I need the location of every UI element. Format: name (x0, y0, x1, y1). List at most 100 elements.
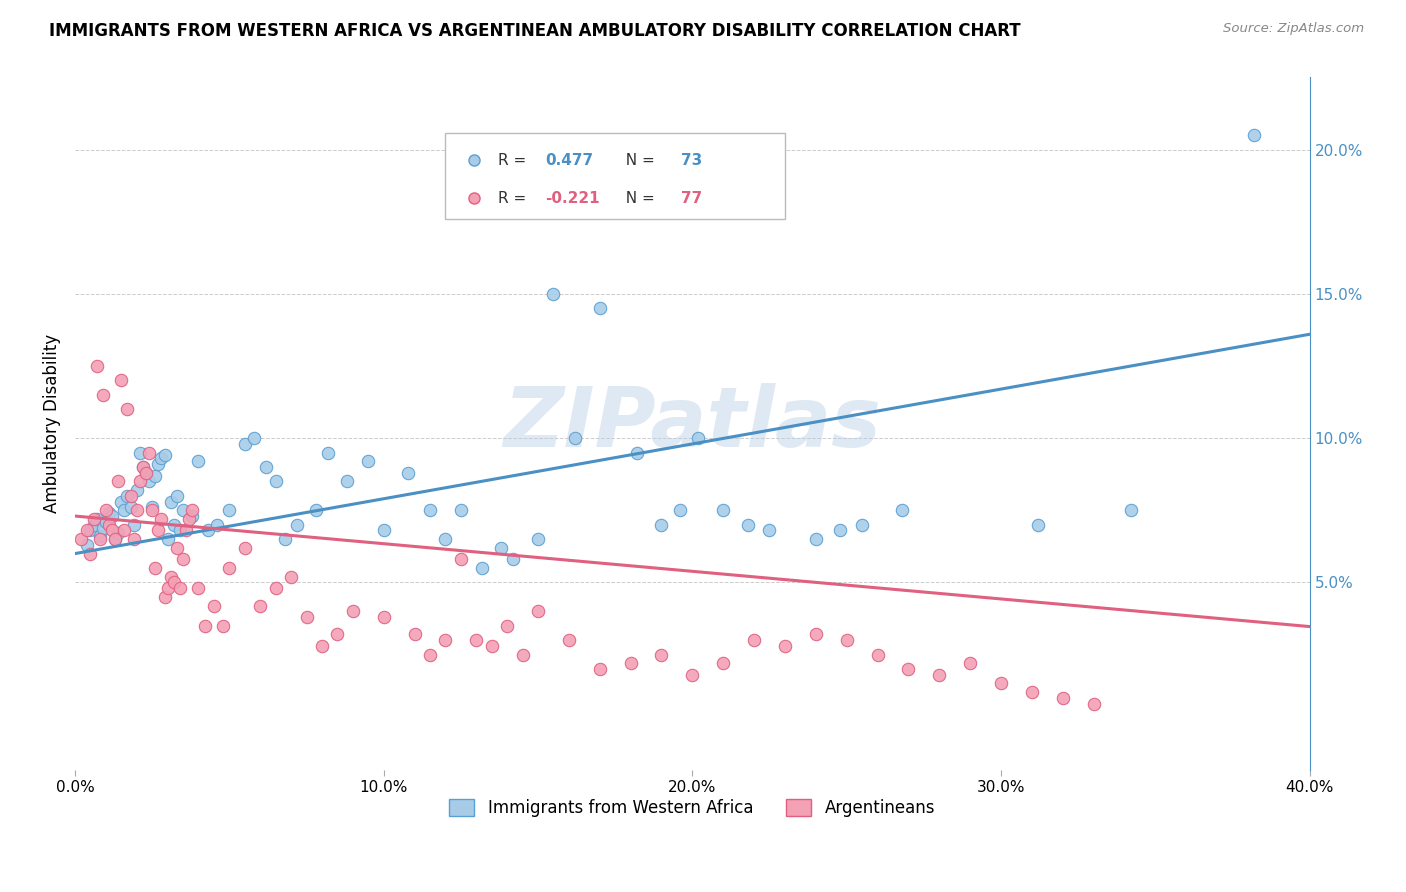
Point (148, 457, 170, 471)
Point (212, 618, 235, 632)
Point (233, 541, 256, 555)
Point (502, 552, 524, 566)
Point (153, 449, 176, 463)
Point (128, 445, 150, 459)
Point (311, 639, 333, 653)
Point (197, 524, 219, 538)
Point (79, 547, 101, 561)
Point (758, 524, 780, 538)
Point (1021, 685, 1043, 699)
Point (159, 569, 181, 583)
Point (166, 541, 188, 555)
Point (280, 569, 302, 583)
Point (891, 503, 914, 517)
Point (86, 512, 108, 526)
Point (112, 503, 135, 517)
Point (150, 512, 173, 526)
Point (589, 662, 612, 676)
Point (86, 359, 108, 373)
Point (835, 633, 858, 648)
Point (83, 517, 105, 532)
Point (89, 529, 111, 543)
Point (91, 388, 114, 402)
Point (527, 604, 550, 618)
Point (465, 633, 488, 648)
Point (489, 541, 512, 555)
Point (419, 503, 441, 517)
Text: ZIPatlas: ZIPatlas (503, 384, 882, 464)
Point (650, 648, 672, 662)
Point (688, 431, 710, 445)
Point (205, 517, 228, 532)
Point (1243, 128, 1265, 143)
Point (669, 503, 692, 517)
Text: R =: R = (499, 191, 531, 206)
Point (650, 517, 672, 532)
Point (243, 431, 266, 445)
Point (104, 532, 127, 546)
Point (138, 445, 160, 459)
Point (132, 460, 155, 475)
Point (125, 483, 148, 497)
Point (132, 460, 155, 475)
Point (125, 503, 148, 517)
Point (264, 581, 287, 595)
Point (419, 648, 441, 662)
Point (1052, 690, 1074, 705)
Point (101, 524, 124, 538)
Point (117, 489, 139, 503)
Point (194, 618, 217, 632)
Point (76, 524, 98, 538)
Point (70, 532, 93, 546)
Point (326, 627, 349, 641)
Point (122, 532, 145, 546)
Text: N =: N = (616, 153, 659, 168)
Point (254, 460, 277, 475)
Point (804, 532, 827, 546)
Point (218, 503, 240, 517)
Point (148, 524, 170, 538)
Point (94, 515, 117, 529)
Point (564, 431, 586, 445)
Point (804, 627, 827, 641)
Point (110, 373, 132, 387)
Point (107, 526, 129, 541)
Text: 73: 73 (682, 153, 703, 168)
Point (434, 633, 457, 648)
Point (76, 538, 98, 552)
Text: -0.221: -0.221 (546, 191, 600, 206)
Point (866, 648, 889, 662)
Text: 77: 77 (682, 191, 703, 206)
Point (589, 301, 612, 316)
Point (481, 639, 503, 653)
Point (711, 503, 734, 517)
Point (1083, 697, 1105, 711)
Point (159, 494, 181, 508)
Point (163, 575, 186, 590)
Point (1119, 503, 1142, 517)
Point (166, 489, 188, 503)
Point (558, 633, 581, 648)
Point (122, 517, 145, 532)
Point (169, 524, 191, 538)
Point (404, 627, 426, 641)
Point (450, 552, 472, 566)
Text: Source: ZipAtlas.com: Source: ZipAtlas.com (1223, 22, 1364, 36)
Point (110, 494, 132, 508)
Point (169, 581, 191, 595)
Point (104, 532, 127, 546)
Point (316, 445, 339, 459)
Point (150, 451, 173, 466)
Point (830, 524, 852, 538)
Point (928, 667, 950, 681)
Point (396, 466, 419, 480)
Point (742, 633, 765, 648)
Text: 0.477: 0.477 (546, 153, 593, 168)
Point (112, 524, 135, 538)
Point (512, 648, 534, 662)
Point (373, 610, 395, 624)
Y-axis label: Ambulatory Disability: Ambulatory Disability (44, 334, 60, 513)
Point (233, 437, 256, 451)
Point (156, 532, 179, 546)
Point (264, 475, 287, 489)
